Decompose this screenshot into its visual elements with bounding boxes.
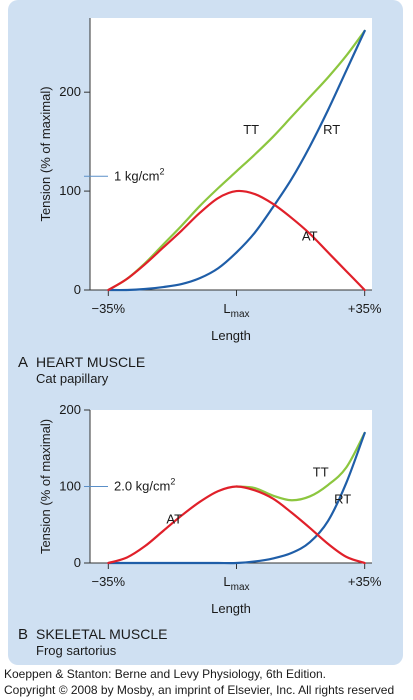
chart-b-annotation-label: 2.0 kg/cm2 — [114, 477, 175, 494]
chart-a-series-at-label: AT — [302, 229, 318, 244]
chart-a-series-tt-label: TT — [243, 122, 259, 137]
chart-a-x-tick-label-2: +35% — [348, 301, 382, 316]
panel-letter-a: A — [18, 354, 29, 371]
chart-a-x-axis-title: Length — [211, 328, 251, 343]
chart-b-series-rt-label: RT — [334, 492, 351, 507]
chart-b-series-tt-label: TT — [313, 465, 329, 480]
chart-a-x-tick-label-1: Lmax — [223, 301, 249, 320]
chart-b-series-at-line — [107, 485, 366, 565]
chart-a-y-tick-label-0: 0 — [74, 282, 81, 297]
credit-line-2: Copyright © 2008 by Mosby, an imprint of… — [4, 683, 395, 697]
chart-a-series-rt-label: RT — [323, 122, 340, 137]
chart-a-plot-area — [90, 18, 372, 290]
chart-b-y-tick-label-0: 0 — [74, 555, 81, 570]
caption-heart-muscle: A HEART MUSCLE Cat papillary — [18, 354, 145, 387]
chart-a-annotation-label: 1 kg/cm2 — [114, 166, 165, 183]
chart-b-series-at-label: AT — [166, 511, 182, 526]
chart-b-x-axis-title: Length — [211, 601, 251, 616]
credit-line-1: Koeppen & Stanton: Berne and Levy Physio… — [4, 667, 326, 681]
panel-letter-b: B — [18, 626, 29, 643]
chart-a-x-tick-label-0: −35% — [91, 301, 125, 316]
copyright-credit: Koeppen & Stanton: Berne and Levy Physio… — [4, 666, 394, 698]
chart-a-y-axis-title: Tension (% of maximal) — [38, 86, 53, 221]
chart-a-y-tick-label-2: 200 — [59, 84, 81, 99]
chart-b-x-tick-label-0: −35% — [91, 574, 125, 589]
chart-b-x-tick-label-2: +35% — [348, 574, 382, 589]
chart-b-series-rt-line — [107, 431, 366, 565]
caption-title-b: SKELETAL MUSCLE — [36, 626, 168, 642]
chart-b-y-tick-label-2: 200 — [59, 402, 81, 417]
chart-a-series-rt-line — [107, 29, 366, 292]
caption-subtitle-b: Frog sartorius — [36, 643, 117, 658]
chart-a-y-tick-label-1: 100 — [59, 183, 81, 198]
chart-b-y-tick-label-1: 100 — [59, 479, 81, 494]
caption-subtitle-a: Cat papillary — [36, 371, 109, 386]
chart-a-series-at-line — [107, 189, 366, 292]
caption-title-a: HEART MUSCLE — [36, 354, 146, 370]
caption-skeletal-muscle: B SKELETAL MUSCLE Frog sartorius — [18, 626, 168, 659]
chart-b-y-axis-title: Tension (% of maximal) — [38, 419, 53, 554]
chart-b-x-tick-label-1: Lmax — [223, 574, 249, 593]
chart-b-series-tt-line — [235, 431, 366, 502]
